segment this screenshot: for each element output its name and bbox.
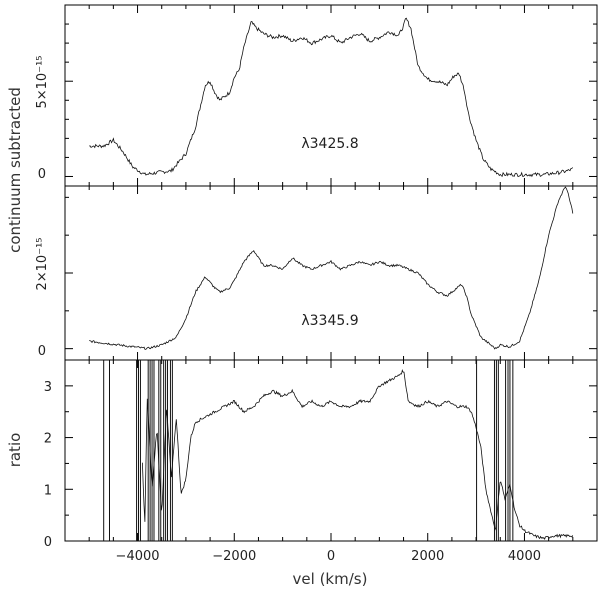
xtick-label: 0 [327,549,335,564]
top-panel-annotation: λ3425.8 [301,136,358,152]
bottom-ytick-labels: 0 1 2 3 [44,380,52,550]
bottom-ytick-label: 1 [44,483,52,498]
top-panel-spectrum-line [89,17,574,178]
bottom-ytick-label: 0 [44,535,52,550]
middle-ytick-label-1: 2×10⁻¹⁵ [35,238,50,291]
bottom-ytick-label: 3 [44,380,52,395]
xlabel: vel (km/s) [293,570,368,588]
xtick-label: 2000 [411,549,444,564]
xtick-label: −4000 [116,549,160,564]
xtick-labels: −4000 −2000 0 2000 4000 [116,549,541,564]
top-ytick-label-0: 0 [38,167,46,182]
bottom-panel-ratio-line [142,369,574,541]
shared-ylabel: continuum subtracted [6,87,24,253]
middle-panel-spectrum-line [89,186,574,350]
xtick-label: −2000 [212,549,256,564]
top-panel-frame [64,4,598,187]
tick-marks [65,4,597,542]
middle-ytick-label-0: 0 [38,344,46,359]
top-ytick-label-1: 5×10⁻¹⁵ [35,56,50,109]
bottom-ylabel: ratio [6,433,24,468]
bottom-ytick-label: 2 [44,432,52,447]
xtick-label: 4000 [508,549,541,564]
middle-panel-annotation: λ3345.9 [301,313,358,329]
middle-panel-frame [64,185,598,361]
ratio-spikes [103,360,514,541]
